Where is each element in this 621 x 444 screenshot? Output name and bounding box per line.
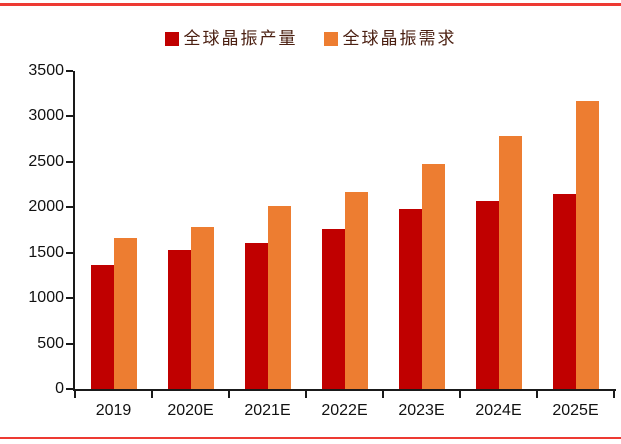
y-axis-tick-label: 2500 (28, 152, 64, 170)
bar-demand-2024E (498, 136, 522, 389)
y-axis-tick (66, 251, 73, 254)
y-axis-tick-label: 500 (37, 334, 64, 352)
legend-label-demand: 全球晶振需求 (342, 28, 457, 49)
bar-production-2024E (475, 200, 499, 389)
x-axis-line (73, 389, 616, 391)
y-axis-tick-label: 1500 (28, 243, 64, 261)
y-axis-tick-label: 1000 (28, 289, 64, 307)
x-axis-tick (228, 391, 230, 398)
y-axis-tick (66, 70, 73, 72)
bar-demand-2019 (113, 238, 137, 389)
top-accent-line (0, 3, 621, 6)
x-axis-tick (74, 391, 76, 398)
bottom-accent-line (0, 437, 621, 439)
y-axis-line (73, 71, 75, 391)
chart-legend: 全球晶振产量 全球晶振需求 (0, 29, 621, 49)
y-axis-tick (66, 388, 73, 390)
bar-production-2023E (398, 209, 422, 389)
legend-label-production: 全球晶振产量 (183, 28, 298, 49)
x-axis-tick (151, 391, 153, 398)
x-axis-category-label: 2019 (95, 402, 132, 419)
bar-demand-2025E (575, 100, 599, 389)
y-axis-tick-label: 2000 (28, 198, 64, 216)
bar-demand-2020E (190, 227, 214, 389)
x-axis-tick (459, 391, 461, 398)
y-axis-tick-label: 3500 (28, 62, 64, 79)
x-axis-category-label: 2025E (552, 402, 599, 419)
x-axis-category-label: 2024E (475, 402, 522, 419)
x-axis-category-label: 2020E (167, 402, 214, 419)
legend-swatch-demand-icon (323, 32, 338, 46)
bar-production-2022E (321, 229, 345, 389)
bar-demand-2022E (344, 191, 368, 389)
y-axis-tick-label: 0 (55, 380, 64, 397)
bar-production-2025E (552, 193, 576, 389)
legend-swatch-production-icon (164, 32, 179, 46)
y-axis-tick (66, 342, 73, 345)
x-axis-tick (613, 391, 615, 398)
x-axis-tick (382, 391, 384, 398)
bar-demand-2021E (267, 206, 291, 389)
bar-production-2019 (90, 265, 114, 389)
x-axis-category-label: 2022E (321, 402, 368, 419)
legend-item-production: 全球晶振产量 (164, 28, 298, 49)
x-axis-category-label: 2021E (244, 402, 291, 419)
x-axis-tick (536, 391, 538, 398)
y-axis-tick-label: 3000 (28, 107, 64, 125)
y-axis-tick (66, 160, 73, 163)
y-axis-tick (66, 115, 73, 118)
bar-production-2021E (244, 242, 268, 389)
x-axis-tick (305, 391, 307, 398)
bar-production-2020E (167, 249, 191, 389)
legend-item-demand: 全球晶振需求 (323, 28, 457, 49)
x-axis-category-label: 2023E (398, 402, 445, 419)
y-axis-tick (66, 206, 73, 209)
y-axis-tick (66, 297, 73, 300)
bar-demand-2023E (421, 163, 445, 389)
